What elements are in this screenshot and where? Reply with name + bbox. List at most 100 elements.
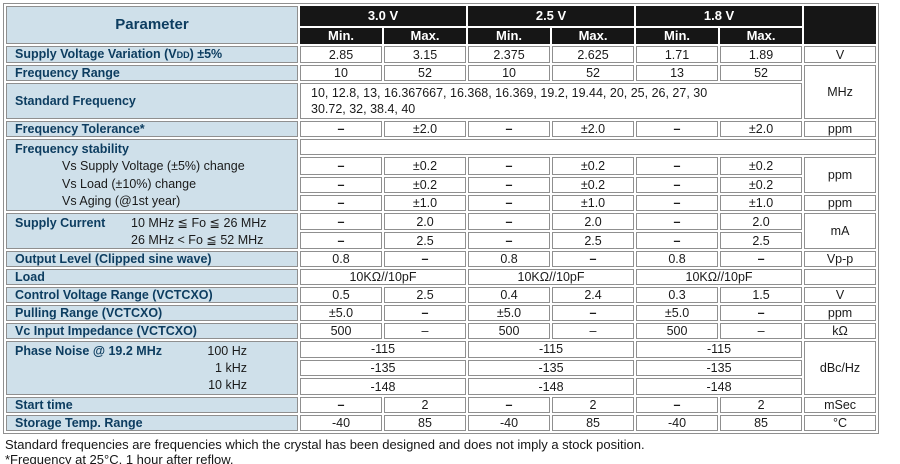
value-cell: 85 — [552, 415, 635, 431]
value-cell: 2.375 — [468, 46, 551, 63]
value-cell: ±1.0 — [384, 195, 467, 211]
value-cell: – — [552, 305, 635, 321]
value-cell: 10 — [300, 65, 382, 81]
min-header: Min. — [300, 28, 382, 44]
unit-cell: ppm — [804, 305, 877, 321]
param-label-text: Supply Voltage Variation (V — [15, 47, 177, 61]
value-cell: 500 — [636, 323, 719, 339]
value-cell: – — [552, 251, 635, 267]
value-cell: 10KΩ//10pF — [636, 269, 803, 285]
value-cell: 52 — [552, 65, 635, 81]
param-label: Frequency Tolerance* — [6, 121, 298, 137]
value-cell: 500 — [468, 323, 551, 339]
row-supply-voltage-variation: Supply Voltage Variation (VDD) ±5% 2.85 … — [6, 46, 877, 63]
value-cell: 2.85 — [300, 46, 382, 63]
param-group-frequency-stability: Frequency stability Vs Supply Voltage (±… — [6, 139, 298, 211]
unit-cell: Vp-p — [804, 251, 877, 267]
phase-noise-label-stack: Phase Noise @ 19.2 MHz 100 Hz 1 kHz 10 kH… — [7, 342, 297, 394]
value-cell: ±0.2 — [720, 157, 803, 175]
unit-cell — [804, 269, 877, 285]
value-cell: – — [384, 251, 467, 267]
value-cell: – — [468, 397, 551, 413]
row-vs-aging: – ±1.0 – ±1.0 – ±1.0 ppm — [6, 195, 877, 211]
value-cell: – — [300, 232, 382, 249]
max-header: Max. — [384, 28, 467, 44]
row-standard-frequency: Standard Frequency 10, 12.8, 13, 16.3676… — [6, 83, 876, 119]
value-cell: – — [636, 232, 719, 249]
value-cell: 2 — [720, 397, 803, 413]
value-cell: ±0.2 — [552, 157, 635, 175]
value-cell: – — [720, 305, 803, 321]
unit-cell: V — [804, 287, 877, 303]
frequency-list-line2: 30.72, 32, 38.4, 40 — [311, 102, 416, 116]
value-cell: 2.4 — [552, 287, 635, 303]
value-cell: – — [300, 177, 382, 193]
param-group-phase-noise: Phase Noise @ 19.2 MHz 100 Hz 1 kHz 10 kH… — [6, 341, 298, 395]
spec-table: Parameter 3.0 V 2.5 V 1.8 V Min. Max. Mi… — [3, 3, 880, 434]
value-cell: 2.5 — [384, 287, 467, 303]
value-cell: 1.89 — [720, 46, 803, 63]
row-load: Load 10KΩ//10pF 10KΩ//10pF 10KΩ//10pF — [6, 269, 877, 285]
param-label: Output Level (Clipped sine wave) — [6, 251, 298, 267]
header-row-minmax: Min. Max. Min. Max. Min. Max. — [6, 28, 876, 44]
value-cell: – — [636, 121, 719, 137]
value-cell: – — [468, 195, 551, 211]
value-cell: -40 — [468, 415, 551, 431]
header-row-voltages: Parameter 3.0 V 2.5 V 1.8 V — [6, 6, 877, 44]
group-heading: Frequency stability — [15, 141, 129, 156]
unit-cell: ppm — [804, 121, 877, 137]
row-pulling-range: Pulling Range (VCTCXO) ±5.0 – ±5.0 – ±5.… — [6, 305, 877, 321]
value-cell: 0.3 — [636, 287, 719, 303]
group-heading: Phase Noise @ 19.2 MHz — [15, 343, 162, 358]
condition-label: 26 MHz < Fo ≦ 52 MHz — [131, 232, 264, 247]
param-label: Pulling Range (VCTCXO) — [6, 305, 298, 321]
value-cell: 0.5 — [300, 287, 382, 303]
unit-cell: dBc/Hz — [804, 341, 877, 395]
value-cell: – — [300, 121, 382, 137]
value-cell: -148 — [468, 378, 635, 395]
row-control-voltage-range: Control Voltage Range (VCTCXO) 0.5 2.5 0… — [6, 287, 877, 303]
value-cell: ±0.2 — [384, 157, 467, 175]
value-cell: 1.71 — [636, 46, 719, 63]
value-cell: -148 — [300, 378, 467, 395]
unit-cell: mSec — [804, 397, 877, 413]
value-cell: ±0.2 — [720, 177, 803, 193]
offset-label: 10 kHz — [208, 378, 247, 393]
row-phase-noise-1khz: -135 -135 -135 — [6, 359, 876, 377]
voltage-group-2v5: 2.5 V — [468, 6, 635, 26]
value-cell: 2 — [384, 397, 467, 413]
value-cell: 2.0 — [552, 213, 635, 230]
value-cell: 0.8 — [300, 251, 382, 267]
value-cell: ±2.0 — [552, 121, 635, 137]
value-cell: -135 — [300, 359, 467, 377]
value-cell: 13 — [636, 65, 719, 81]
value-cell: 52 — [720, 65, 803, 81]
row-supply-current-1: Supply Current 10 MHz ≦ Fo ≦ 26 MHz 26 MH… — [6, 213, 877, 249]
param-label: Load — [6, 269, 298, 285]
value-cell: 2.5 — [552, 232, 635, 249]
value-cell: ±1.0 — [720, 195, 803, 211]
value-cell: 0.4 — [468, 287, 551, 303]
voltage-group-1v8: 1.8 V — [636, 6, 803, 26]
row-vs-load: – ±0.2 – ±0.2 – ±0.2 — [6, 177, 876, 193]
value-cell: – — [636, 213, 719, 230]
value-cell: ±0.2 — [384, 177, 467, 193]
value-cell: 10KΩ//10pF — [468, 269, 635, 285]
value-cell: – — [552, 323, 635, 339]
phase-noise-line1: Phase Noise @ 19.2 MHz 100 Hz — [7, 344, 297, 358]
value-cell: 2.0 — [720, 213, 803, 230]
value-cell: ±5.0 — [300, 305, 382, 321]
value-cell: – — [720, 251, 803, 267]
unit-cell: ppm — [804, 157, 877, 193]
value-cell: 2.0 — [384, 213, 467, 230]
param-label: Control Voltage Range (VCTCXO) — [6, 287, 298, 303]
min-header: Min. — [636, 28, 719, 44]
value-cell: 2.625 — [552, 46, 635, 63]
row-vc-input-impedance: Vc Input Impedance (VCTCXO) 500 – 500 – … — [6, 323, 877, 339]
value-cell: – — [468, 213, 551, 230]
footnotes: Standard frequencies are frequencies whi… — [5, 437, 900, 464]
value-cell: – — [468, 232, 551, 249]
value-cell: – — [468, 177, 551, 193]
group-heading: Supply Current — [15, 215, 106, 230]
